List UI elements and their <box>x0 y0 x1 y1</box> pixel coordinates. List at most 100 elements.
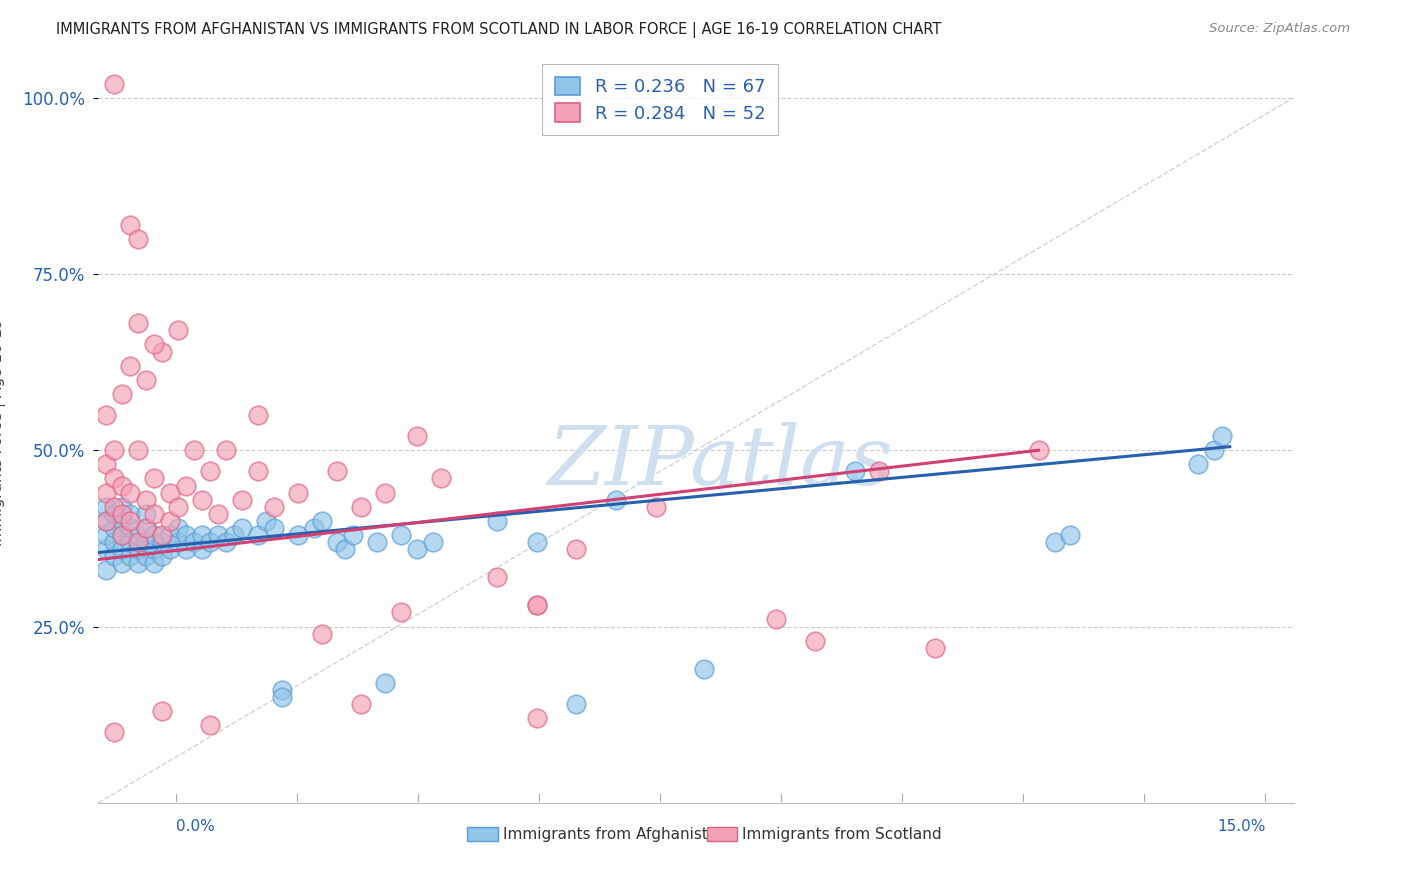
Point <box>135 521 157 535</box>
Point <box>389 528 412 542</box>
Point <box>263 521 285 535</box>
Point <box>103 443 125 458</box>
Point <box>96 528 118 542</box>
Point <box>135 373 157 387</box>
Point <box>430 471 453 485</box>
Text: 0.0%: 0.0% <box>176 819 215 834</box>
Point <box>565 541 588 556</box>
Point <box>366 535 388 549</box>
Point <box>350 500 373 514</box>
Point <box>103 471 125 485</box>
Point <box>287 485 309 500</box>
Point <box>111 528 134 542</box>
Point <box>135 549 157 563</box>
Point <box>191 541 214 556</box>
Point <box>120 549 142 563</box>
Point <box>254 514 277 528</box>
Point <box>868 464 890 478</box>
Point <box>120 485 142 500</box>
Point <box>1187 458 1209 472</box>
Y-axis label: Immigrants Force | Age 16-19: Immigrants Force | Age 16-19 <box>0 318 6 547</box>
Point <box>1059 528 1081 542</box>
Text: Immigrants from Scotland: Immigrants from Scotland <box>742 827 941 841</box>
Point <box>159 514 181 528</box>
Point <box>191 492 214 507</box>
Point <box>96 500 118 514</box>
Point <box>135 507 157 521</box>
Point <box>270 690 292 704</box>
Point <box>222 528 245 542</box>
Point <box>565 697 588 711</box>
Point <box>765 612 787 626</box>
Point <box>231 521 253 535</box>
Point <box>120 507 142 521</box>
Point <box>270 683 292 698</box>
Text: ZIPatlas: ZIPatlas <box>547 422 893 502</box>
Point <box>374 676 396 690</box>
Point <box>1202 443 1225 458</box>
Point <box>335 541 357 556</box>
Point <box>167 323 190 337</box>
Point <box>1043 535 1066 549</box>
Point <box>174 478 197 492</box>
Point <box>150 344 173 359</box>
Point <box>526 535 548 549</box>
Point <box>246 528 269 542</box>
Point <box>422 535 444 549</box>
Point <box>246 408 269 422</box>
Point <box>96 408 118 422</box>
Text: Source: ZipAtlas.com: Source: ZipAtlas.com <box>1209 22 1350 36</box>
Point <box>96 514 118 528</box>
Point <box>804 633 827 648</box>
Point <box>207 507 229 521</box>
Point <box>103 77 125 91</box>
Point <box>342 528 364 542</box>
Point <box>127 232 149 246</box>
Point <box>198 535 221 549</box>
Point <box>150 549 173 563</box>
Point <box>96 541 118 556</box>
Point <box>207 528 229 542</box>
Point <box>103 549 125 563</box>
Point <box>302 521 325 535</box>
Point <box>111 500 134 514</box>
Point <box>174 541 197 556</box>
Point <box>159 485 181 500</box>
Point <box>103 535 125 549</box>
Point <box>526 599 548 613</box>
Point <box>406 541 429 556</box>
Point <box>526 711 548 725</box>
Point <box>103 521 125 535</box>
Text: Immigrants from Afghanistan: Immigrants from Afghanistan <box>503 827 727 841</box>
Point <box>167 535 190 549</box>
Point <box>96 563 118 577</box>
Point <box>326 535 349 549</box>
Point <box>198 718 221 732</box>
Point <box>287 528 309 542</box>
Point <box>120 359 142 373</box>
Point <box>326 464 349 478</box>
Point <box>215 535 238 549</box>
Point <box>183 443 205 458</box>
Point <box>150 704 173 718</box>
Point <box>167 500 190 514</box>
Point <box>120 514 142 528</box>
Point <box>135 521 157 535</box>
Point <box>231 492 253 507</box>
Point <box>127 556 149 570</box>
Point <box>167 521 190 535</box>
Point <box>143 541 166 556</box>
Point <box>174 528 197 542</box>
Point <box>246 464 269 478</box>
Point <box>374 485 396 500</box>
Point <box>120 218 142 232</box>
Point <box>215 443 238 458</box>
Point <box>159 541 181 556</box>
Point <box>127 535 149 549</box>
Text: 15.0%: 15.0% <box>1218 819 1265 834</box>
Point <box>389 606 412 620</box>
Point <box>1028 443 1050 458</box>
Point <box>96 514 118 528</box>
Point <box>143 528 166 542</box>
Point <box>191 528 214 542</box>
